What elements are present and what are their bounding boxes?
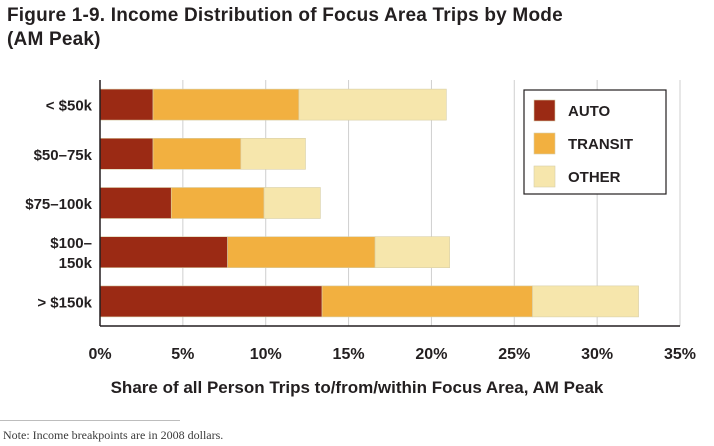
- legend-swatch: [533, 165, 556, 188]
- bar-other: [532, 285, 639, 318]
- bar-transit: [321, 285, 533, 318]
- bar-auto: [99, 88, 154, 121]
- x-tick-label: 30%: [581, 346, 613, 363]
- footnote-divider: [0, 420, 180, 421]
- chart-title: Figure 1-9. Income Distribution of Focus…: [7, 4, 647, 52]
- bar-other: [263, 187, 321, 219]
- legend-swatch: [533, 99, 556, 122]
- x-axis-title: Share of all Person Trips to/from/within…: [111, 378, 604, 397]
- bar-transit: [227, 236, 376, 268]
- x-tick-label: 15%: [333, 346, 365, 363]
- legend-swatch: [533, 132, 556, 155]
- x-tick-label: 25%: [498, 346, 530, 363]
- bar-auto: [99, 236, 228, 268]
- legend-label: OTHER: [568, 169, 621, 186]
- y-category-label: $50–75k: [34, 147, 93, 164]
- x-tick-label: 5%: [171, 346, 194, 363]
- x-tick-label: 20%: [415, 346, 447, 363]
- y-category-label: 150k: [59, 255, 93, 272]
- stacked-bar-chart: 0% 5% 10% 15% 20% 25% 30% 35% < $50k $50–75k $75–1…: [25, 80, 696, 397]
- y-category-label: < $50k: [46, 98, 93, 115]
- legend-label: TRANSIT: [568, 136, 633, 153]
- bar-auto: [99, 187, 172, 219]
- title-line-2: (AM Peak): [7, 29, 101, 50]
- x-tick-label: 35%: [664, 346, 696, 363]
- bar-other: [374, 236, 450, 268]
- legend-label: AUTO: [568, 103, 611, 120]
- bar-auto: [99, 138, 154, 170]
- x-tick-label: 0%: [88, 346, 111, 363]
- bar-other: [298, 88, 447, 121]
- bar-other: [240, 138, 306, 170]
- bar-transit: [170, 187, 265, 219]
- x-tick-label: 10%: [250, 346, 282, 363]
- y-category-label: $75–100k: [25, 196, 92, 213]
- title-line-1: Figure 1-9. Income Distribution of Focus…: [7, 5, 563, 26]
- y-category-label: > $150k: [37, 294, 92, 311]
- y-category-label: $100–: [50, 235, 92, 252]
- bar-transit: [152, 88, 300, 121]
- bar-transit: [152, 138, 242, 170]
- footnote: Note: Income breakpoints are in 2008 dol…: [3, 428, 224, 442]
- bar-auto: [99, 285, 323, 318]
